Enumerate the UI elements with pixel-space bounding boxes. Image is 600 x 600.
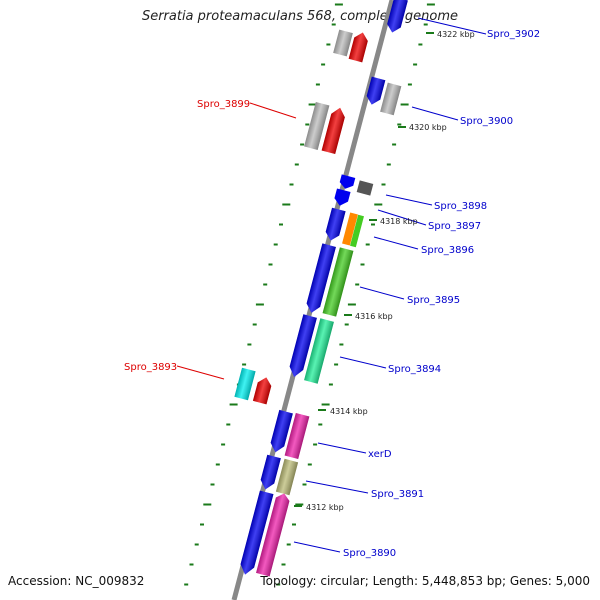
gene-shade <box>322 247 354 317</box>
gene-label-spro-3895[interactable]: Spro_3895 <box>407 295 460 306</box>
genome-title: Serratia proteamaculans 568, complete ge… <box>141 9 459 24</box>
gene-darkgray-spro-3898[interactable] <box>356 180 374 196</box>
gene-name-labels: Spro_3902 Spro_3900 Spro_3899 Spro_3898 … <box>124 29 540 559</box>
pointer-spro-3897 <box>377 209 427 226</box>
pointer-spro-3900 <box>411 106 459 121</box>
gene-label-spro-3898[interactable]: Spro_3898 <box>434 201 487 212</box>
pointer-spro-3896 <box>373 236 419 250</box>
pointer-spro-3891 <box>305 480 369 494</box>
gene-orange-spro-3896[interactable] <box>342 212 358 246</box>
pointer-spro-3894 <box>339 356 387 369</box>
gene-label-spro-3891[interactable]: Spro_3891 <box>371 489 424 500</box>
gene-label-spro-3890[interactable]: Spro_3890 <box>343 548 396 559</box>
gene-green-small[interactable] <box>350 214 364 248</box>
kbp-label: 4316 kbp <box>355 312 393 321</box>
gene-label-spro-3897[interactable]: Spro_3897 <box>428 221 481 232</box>
pointer-spro-3898 <box>385 194 433 206</box>
pointer-xerd <box>317 442 367 454</box>
kbp-label: 4320 kbp <box>409 123 447 132</box>
gene-shade <box>275 458 299 496</box>
pointer-spro-3893 <box>176 365 225 380</box>
gene-shade <box>240 490 274 575</box>
gene-label-spro-3894[interactable]: Spro_3894 <box>388 364 441 375</box>
gene-shade <box>306 243 336 313</box>
gene-label-spro-3893[interactable]: Spro_3893 <box>124 362 177 373</box>
pointer-spro-3899 <box>249 102 297 119</box>
gene-shade <box>256 493 290 577</box>
gene-label-spro-3899[interactable]: Spro_3899 <box>197 99 250 110</box>
gene-label-spro-3900[interactable]: Spro_3900 <box>460 116 513 127</box>
kbp-label: 4318 kbp <box>380 217 418 226</box>
gene-pointer-lines <box>176 17 487 553</box>
kbp-label: 4312 kbp <box>306 503 344 512</box>
gene-blue-spro-3897[interactable] <box>333 188 351 207</box>
gene-shade <box>270 409 293 453</box>
gene-shade <box>380 82 402 116</box>
gene-shade <box>252 377 272 405</box>
gene-shade <box>366 76 386 105</box>
gene-features <box>234 0 408 577</box>
pointer-spro-3890 <box>293 541 341 553</box>
pointer-spro-3902 <box>417 17 487 35</box>
gene-shade <box>234 367 256 401</box>
gene-blue-spro-3898[interactable] <box>338 174 356 190</box>
gene-shade <box>321 107 345 155</box>
kbp-label: 4314 kbp <box>330 407 368 416</box>
tick-track <box>184 3 435 586</box>
gene-label-spro-3902[interactable]: Spro_3902 <box>487 29 540 40</box>
kbp-labels: 4322 kbp 4320 kbp 4318 kbp 4316 kbp 4314… <box>306 30 475 512</box>
gene-shade <box>325 207 346 241</box>
gene-shade <box>289 314 317 377</box>
gene-shade <box>333 29 353 57</box>
kbp-label: 4322 kbp <box>437 30 475 39</box>
topology-text: Topology: circular; Length: 5,448,853 bp… <box>260 574 590 588</box>
gene-shade <box>284 412 310 460</box>
gene-label-xerd[interactable]: xerD <box>368 449 392 460</box>
gene-shade <box>348 32 368 63</box>
accession-text: Accession: NC_009832 <box>8 574 145 588</box>
gene-shade <box>304 318 334 384</box>
gene-shade <box>304 101 330 150</box>
pointer-spro-3895 <box>359 286 405 300</box>
gene-shade <box>387 0 408 33</box>
gene-label-spro-3896[interactable]: Spro_3896 <box>421 245 474 256</box>
gene-shade <box>260 454 281 490</box>
